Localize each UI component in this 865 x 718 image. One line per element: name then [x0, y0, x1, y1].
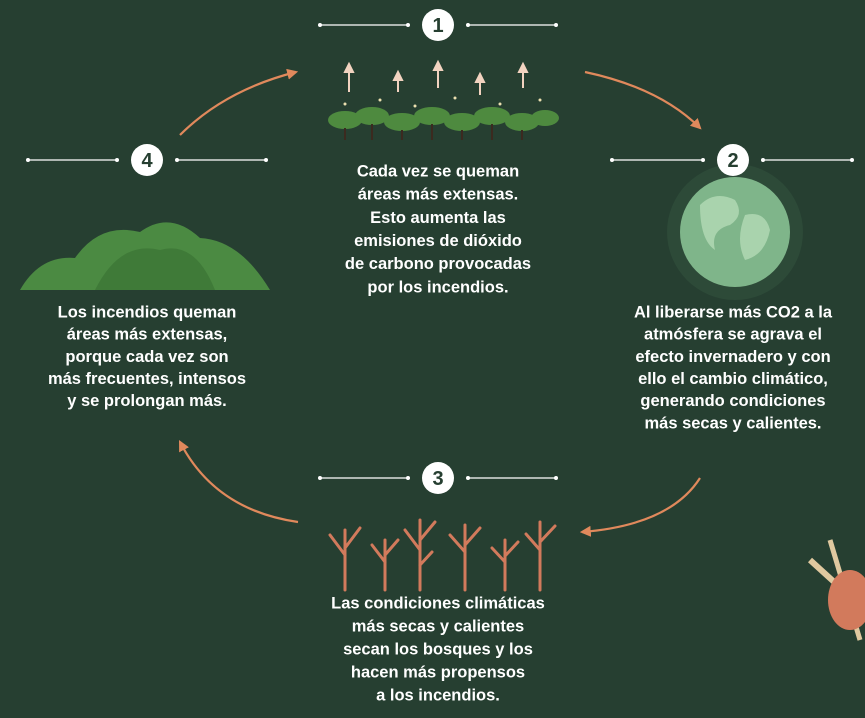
divider-dot: [115, 158, 119, 162]
step-description: y se prolongan más.: [67, 392, 227, 410]
step-description: efecto invernadero y con: [635, 348, 830, 366]
step-description: a los incendios.: [376, 686, 500, 704]
step-description: emisiones de dióxido: [354, 232, 522, 250]
step-description: más secas y calientes: [352, 617, 524, 635]
diagram: 1 Cada vez se queman áreas más extensas. Es…: [0, 0, 865, 718]
step-description: ello el cambio climático,: [638, 370, 828, 388]
step-description: más frecuentes, intensos: [48, 370, 246, 388]
step-description: áreas más extensas.: [358, 186, 519, 204]
divider-dot: [610, 158, 614, 162]
step-description: áreas más extensas,: [67, 326, 228, 344]
cycle-arrow: [180, 72, 296, 135]
helicopter-illustration: [810, 540, 865, 640]
divider-dot: [701, 158, 705, 162]
step-description: porque cada vez son: [65, 348, 228, 366]
divider-dot: [264, 158, 268, 162]
divider-dot: [466, 476, 470, 480]
divider-dot: [466, 23, 470, 27]
step-description: generando condiciones: [640, 392, 825, 410]
divider-dot: [554, 23, 558, 27]
forest-emissions-illustration: [328, 62, 559, 140]
divider-dot: [175, 158, 179, 162]
step-description: de carbono provocadas: [345, 255, 531, 273]
step-number: 3: [432, 468, 443, 490]
dry-trees-illustration: [330, 520, 555, 590]
divider-dot: [318, 23, 322, 27]
step-description: Cada vez se queman: [357, 162, 519, 180]
step-number: 4: [141, 150, 153, 172]
step-description: más secas y calientes.: [644, 414, 821, 432]
divider-dot: [554, 476, 558, 480]
divider-dot: [761, 158, 765, 162]
divider-dot: [406, 476, 410, 480]
step-description: por los incendios.: [367, 278, 508, 296]
step-description: atmósfera se agrava el: [644, 326, 822, 344]
step-description: hacen más propensos: [351, 663, 525, 681]
page: {"nodes": [ {"number": "1", "lines": ["C…: [0, 0, 865, 718]
bushes-illustration: [20, 222, 270, 290]
cycle-arrow: [585, 72, 700, 128]
step-description: Los incendios queman: [58, 303, 237, 321]
step-description: Esto aumenta las: [370, 209, 506, 227]
divider-dot: [850, 158, 854, 162]
step-number: 1: [432, 15, 443, 37]
step-description: Las condiciones climáticas: [331, 594, 545, 612]
step-description: secan los bosques y los: [343, 640, 533, 658]
step-description: Al liberarse más CO2 a la: [634, 303, 833, 321]
step-number: 2: [727, 150, 738, 172]
cycle-arrow: [180, 442, 298, 522]
divider-dot: [406, 23, 410, 27]
globe-illustration: [667, 164, 803, 300]
divider-dot: [318, 476, 322, 480]
cycle-arrow: [582, 478, 700, 532]
divider-dot: [26, 158, 30, 162]
